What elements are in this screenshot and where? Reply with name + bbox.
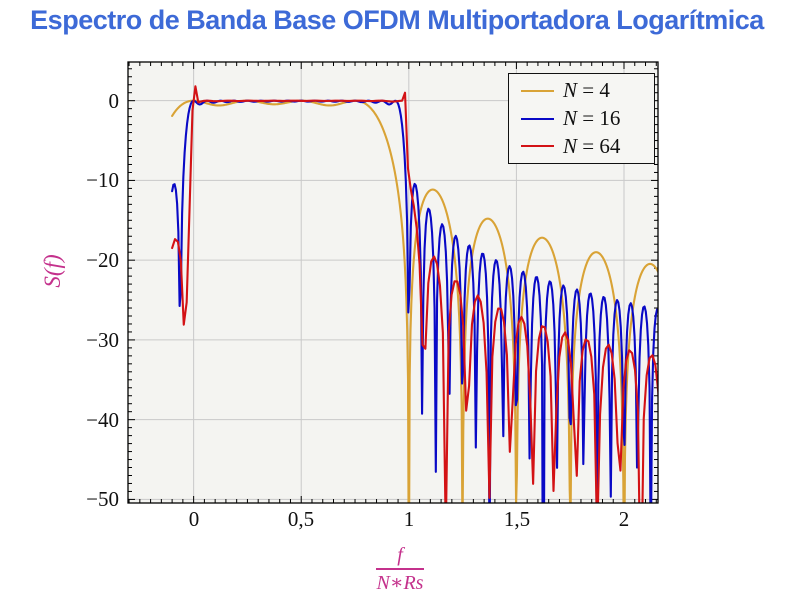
x-axis-label-denominator: N∗Rs [376, 571, 424, 594]
series-curves [171, 85, 658, 503]
plot-border [127, 61, 659, 504]
legend-entry-n64: N = 64 [509, 133, 654, 159]
legend-label-n16: N = 16 [563, 106, 621, 130]
x-tick-label-15: 1,5 [503, 507, 531, 531]
series-line-n64 [171, 85, 658, 503]
y-tick-label-10: −10 [86, 168, 119, 192]
legend-entry-n4: N = 4 [509, 78, 654, 104]
y-tick-label-0: 0 [108, 89, 120, 113]
x-tick-label-05: 0,5 [287, 507, 315, 531]
x-tick-label-0: 0 [188, 507, 200, 531]
y-tick-label-50: −50 [86, 487, 119, 511]
x-tick-label-2: 2 [618, 507, 630, 531]
legend-label-n4: N = 4 [563, 78, 610, 103]
y-tick-label-20: −20 [86, 248, 119, 272]
chart-title: Espectro de Banda Base OFDM Multiportado… [30, 5, 764, 35]
x-tick-label-1: 1 [403, 507, 415, 531]
legend-label-n64: N = 64 [563, 133, 621, 158]
legend-swatch-n64 [521, 145, 554, 148]
y-axis-label: S(f) [40, 254, 65, 288]
y-tick-label-40: −40 [86, 408, 119, 432]
legend-swatch-n16 [521, 117, 554, 120]
x-axis-label: f N∗Rs [350, 544, 450, 594]
y-tick-label-30: −30 [86, 328, 119, 352]
x-axis-label-numerator: f [397, 544, 403, 566]
legend-entry-n16: N = 16 [509, 106, 654, 132]
legend-swatch-n4 [521, 89, 554, 92]
fraction-bar [376, 568, 424, 570]
legend-box: N = 4 N = 16 N = 64 [508, 73, 655, 164]
